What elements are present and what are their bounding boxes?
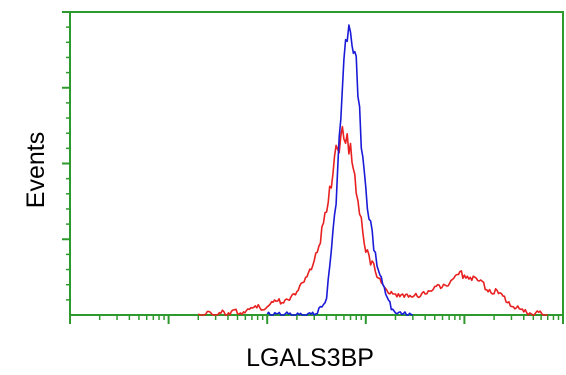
y-axis-label: Events [22, 132, 50, 208]
plot-frame [69, 11, 564, 316]
plot-border [69, 11, 564, 316]
x-axis-label: LGALS3BP [246, 344, 374, 372]
series-line [197, 125, 548, 316]
series-lines [197, 24, 548, 316]
series-line [266, 24, 414, 316]
axis-ticks [62, 11, 564, 324]
